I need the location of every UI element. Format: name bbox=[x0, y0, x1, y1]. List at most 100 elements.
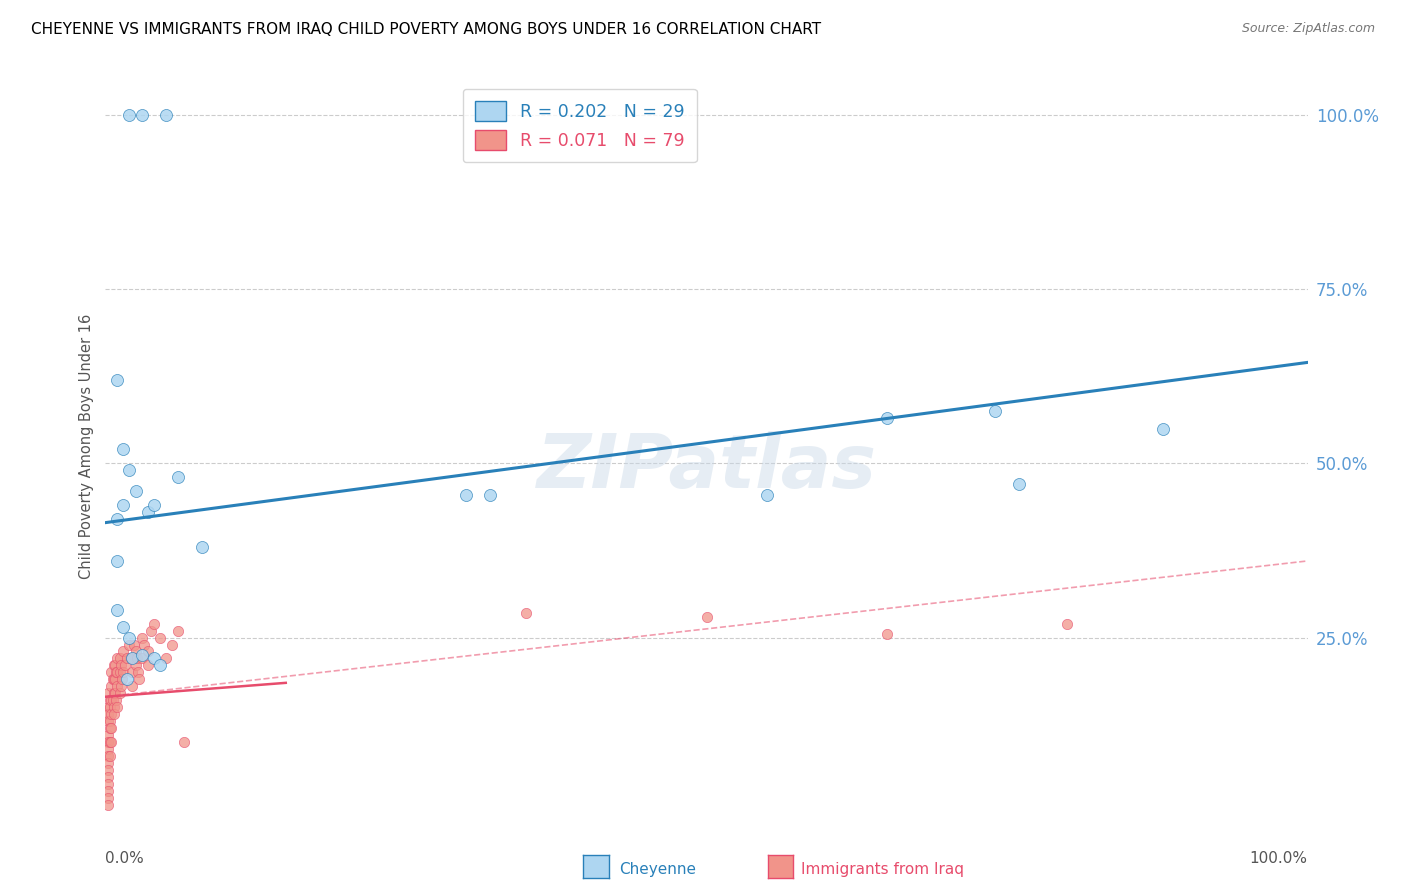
Point bbox=[100, 679, 122, 693]
Point bbox=[876, 627, 898, 641]
Point bbox=[107, 603, 129, 617]
Point bbox=[104, 686, 127, 700]
Point bbox=[97, 700, 120, 714]
Text: Immigrants from Iraq: Immigrants from Iraq bbox=[801, 863, 965, 877]
Point bbox=[98, 721, 121, 735]
Point bbox=[108, 686, 131, 700]
Point bbox=[103, 707, 125, 722]
Point bbox=[166, 624, 188, 638]
Point bbox=[128, 673, 150, 687]
Point bbox=[142, 651, 165, 665]
Point bbox=[97, 728, 120, 742]
Point bbox=[124, 638, 146, 652]
Point bbox=[984, 404, 1007, 418]
Point bbox=[104, 658, 127, 673]
Point bbox=[100, 693, 122, 707]
Point bbox=[97, 707, 120, 722]
Point bbox=[148, 631, 170, 645]
Point bbox=[101, 673, 124, 687]
Point bbox=[131, 648, 153, 662]
Point bbox=[142, 616, 165, 631]
Point bbox=[136, 658, 159, 673]
Point bbox=[121, 665, 143, 680]
Point bbox=[97, 784, 120, 798]
Point bbox=[105, 693, 128, 707]
Point bbox=[112, 498, 135, 512]
Point bbox=[515, 606, 537, 620]
Point bbox=[125, 651, 148, 665]
Point bbox=[148, 658, 170, 673]
Point bbox=[121, 679, 143, 693]
Point bbox=[131, 108, 153, 122]
Point bbox=[115, 651, 138, 665]
Point bbox=[142, 498, 165, 512]
Point bbox=[118, 631, 141, 645]
Point bbox=[112, 665, 135, 680]
Point bbox=[97, 756, 120, 770]
Point bbox=[100, 735, 122, 749]
Point bbox=[696, 609, 718, 624]
Point bbox=[876, 411, 898, 425]
Point bbox=[97, 714, 120, 728]
Legend: R = 0.202   N = 29, R = 0.071   N = 79: R = 0.202 N = 29, R = 0.071 N = 79 bbox=[463, 89, 697, 162]
Point bbox=[132, 638, 155, 652]
Point bbox=[97, 777, 120, 791]
Point bbox=[100, 721, 122, 735]
Point bbox=[100, 665, 122, 680]
Point bbox=[118, 108, 141, 122]
Point bbox=[97, 763, 120, 777]
Point bbox=[139, 624, 162, 638]
Point bbox=[107, 651, 129, 665]
Point bbox=[98, 735, 121, 749]
Text: Cheyenne: Cheyenne bbox=[619, 863, 696, 877]
Point bbox=[108, 651, 131, 665]
Point bbox=[479, 488, 502, 502]
Point bbox=[97, 735, 120, 749]
Point bbox=[115, 673, 138, 687]
Point bbox=[456, 488, 478, 502]
Text: Source: ZipAtlas.com: Source: ZipAtlas.com bbox=[1241, 22, 1375, 36]
Point bbox=[101, 693, 124, 707]
Point bbox=[97, 686, 120, 700]
Point bbox=[131, 651, 153, 665]
Point bbox=[121, 651, 143, 665]
Point bbox=[107, 700, 129, 714]
Point bbox=[1152, 421, 1174, 435]
Point bbox=[97, 770, 120, 784]
Point bbox=[98, 749, 121, 764]
Point bbox=[112, 620, 135, 634]
Point bbox=[1056, 616, 1078, 631]
Point bbox=[155, 108, 177, 122]
Point bbox=[112, 644, 135, 658]
Point bbox=[104, 673, 127, 687]
Point bbox=[155, 651, 177, 665]
Point bbox=[98, 700, 121, 714]
Point bbox=[107, 665, 129, 680]
Point bbox=[107, 512, 129, 526]
Text: 100.0%: 100.0% bbox=[1250, 851, 1308, 865]
Point bbox=[111, 673, 134, 687]
Text: ZIPatlas: ZIPatlas bbox=[537, 432, 876, 505]
Point bbox=[114, 658, 136, 673]
Point bbox=[105, 665, 128, 680]
Point bbox=[127, 665, 149, 680]
Point bbox=[160, 638, 183, 652]
Point bbox=[1008, 477, 1031, 491]
Point bbox=[97, 797, 120, 812]
Point bbox=[110, 658, 132, 673]
Point bbox=[103, 700, 125, 714]
Point bbox=[755, 488, 778, 502]
Point bbox=[166, 470, 188, 484]
Text: 0.0%: 0.0% bbox=[105, 851, 145, 865]
Point bbox=[107, 554, 129, 568]
Y-axis label: Child Poverty Among Boys Under 16: Child Poverty Among Boys Under 16 bbox=[79, 313, 94, 579]
Point bbox=[108, 665, 131, 680]
Point bbox=[118, 463, 141, 477]
Point bbox=[110, 679, 132, 693]
Point bbox=[124, 484, 146, 499]
Point bbox=[118, 638, 141, 652]
Point bbox=[124, 644, 146, 658]
Point bbox=[136, 505, 159, 519]
Point bbox=[103, 686, 125, 700]
Point bbox=[98, 714, 121, 728]
